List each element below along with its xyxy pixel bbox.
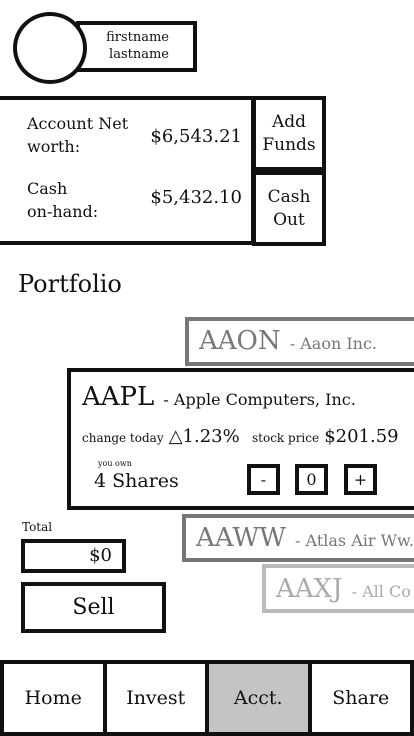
lastname-text: lastname xyxy=(109,47,169,62)
nav-tab-home[interactable]: Home xyxy=(0,660,107,736)
stock-name: Apple Computers, Inc. xyxy=(173,390,356,409)
account-summary-panel xyxy=(0,96,255,245)
cash-label: Cash on-hand: xyxy=(27,179,99,221)
triangle-up-icon: △ xyxy=(168,426,183,447)
add-funds-button[interactable]: Add Funds xyxy=(252,96,326,171)
user-name-box: firstname lastname xyxy=(76,21,197,72)
total-value: $0 xyxy=(21,539,126,573)
stock-ticker: AAON xyxy=(199,326,281,356)
shares-owned: 4 Shares xyxy=(94,470,179,492)
sell-button[interactable]: Sell xyxy=(21,582,166,633)
change-today-label: change today xyxy=(82,431,164,445)
cash-out-button[interactable]: Cash Out xyxy=(252,171,326,246)
stock-price-label: stock price xyxy=(252,431,320,445)
total-label: Total xyxy=(22,520,53,534)
stock-price-value: $201.59 xyxy=(324,426,399,447)
stock-ticker: AAXJ xyxy=(276,574,343,604)
stock-card-aapl[interactable]: AAPL - Apple Computers, Inc. change toda… xyxy=(67,368,414,510)
firstname-text: firstname xyxy=(106,30,169,45)
bottom-nav: Home Invest Acct. Share xyxy=(0,660,414,736)
cash-value: $5,432.10 xyxy=(150,187,242,208)
stock-ticker: AAWW xyxy=(196,523,286,553)
nav-tab-acct[interactable]: Acct. xyxy=(205,660,312,736)
increase-quantity-button[interactable]: + xyxy=(344,464,377,495)
nav-tab-share[interactable]: Share xyxy=(307,660,414,736)
portfolio-title: Portfolio xyxy=(18,270,122,298)
stock-name: Aaon Inc. xyxy=(300,334,378,353)
net-worth-label: Account Net worth: xyxy=(27,114,129,156)
change-today-value: 1.23% xyxy=(182,426,240,447)
stock-card-aaww[interactable]: AAWW - Atlas Air Ww. xyxy=(182,514,414,562)
stock-card-aaon[interactable]: AAON - Aaon Inc. xyxy=(185,317,414,366)
decrease-quantity-button[interactable]: - xyxy=(247,464,280,495)
stock-name: All Co xyxy=(362,582,411,601)
stock-card-aaxj[interactable]: AAXJ - All Co xyxy=(262,564,414,613)
avatar[interactable] xyxy=(13,12,87,84)
stock-ticker: AAPL xyxy=(82,382,155,412)
stock-name: Atlas Air Ww. xyxy=(305,531,414,550)
you-own-label: you own xyxy=(98,459,132,468)
nav-tab-invest[interactable]: Invest xyxy=(102,660,209,736)
quantity-field[interactable]: 0 xyxy=(295,464,328,495)
net-worth-value: $6,543.21 xyxy=(150,126,242,147)
